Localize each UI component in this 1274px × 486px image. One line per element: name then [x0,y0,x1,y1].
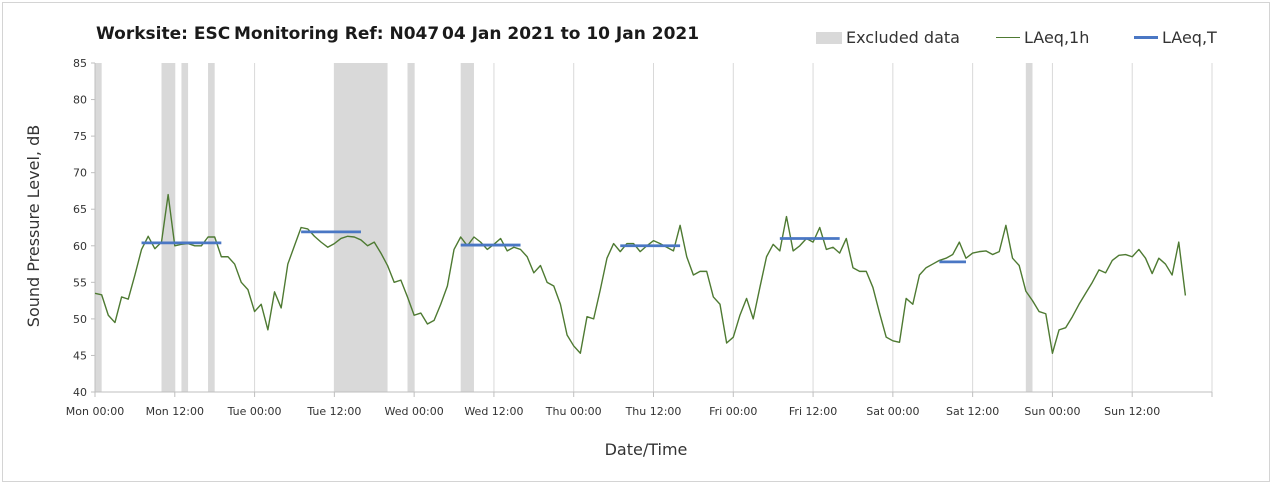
legend-label-laeqt: LAeq,T [1162,28,1217,47]
series-laeq1h [94,193,1187,354]
x-tick-label: Sun 00:00 [1024,405,1080,418]
x-tick-label: Wed 00:00 [385,405,444,418]
chart-title-worksite: Worksite: ESC [96,24,231,44]
x-tick-label: Sat 00:00 [866,405,919,418]
y-axis-title: Sound Pressure Level, dB [24,125,43,327]
excluded-band [95,63,102,392]
excluded-swatch [816,32,842,44]
series-laeqt [141,230,966,264]
x-tick-label: Thu 00:00 [545,405,602,418]
x-axis-title: Date/Time [605,440,688,459]
y-tick-label: 70 [73,167,87,180]
x-tick-label: Thu 12:00 [625,405,682,418]
x-tick-label: Mon 12:00 [146,405,204,418]
x-tick-label: Fri 00:00 [709,405,757,418]
gridlines [94,63,1213,392]
x-tick-label: Sun 12:00 [1104,405,1160,418]
excluded-band [208,63,215,392]
laeqt-swatch [1134,36,1158,39]
excluded-band [334,63,388,392]
y-tick-label: 55 [73,276,87,289]
y-tick-label: 60 [73,240,87,253]
chart-title-monitoring-ref: Monitoring Ref: N047 [234,24,440,44]
excluded-band [161,63,175,392]
excluded-band [1025,63,1033,392]
y-tick-label: 45 [73,349,87,362]
y-tick-label: 65 [73,203,87,216]
excluded-bands [95,63,1033,392]
x-tick-label: Tue 00:00 [227,405,282,418]
x-tick-label: Sat 12:00 [946,405,999,418]
x-tick-label: Fri 12:00 [789,405,837,418]
excluded-band [181,63,189,392]
axes [91,62,1213,397]
x-tick-label: Wed 12:00 [464,405,523,418]
x-tick-label: Tue 12:00 [306,405,361,418]
laeq1h-swatch [996,37,1020,38]
y-tick-label: 75 [73,130,87,143]
legend-label-laeq1h: LAeq,1h [1024,28,1090,47]
y-tick-labels: 40 45 50 55 60 65 70 75 80 85 [73,57,87,399]
y-tick-label: 40 [73,386,87,399]
y-tick-label: 50 [73,313,87,326]
excluded-band [407,63,415,392]
y-tick-label: 85 [73,57,87,70]
laeq1h-line [94,193,1187,354]
legend-label-excluded: Excluded data [846,28,960,47]
x-tick-label: Mon 00:00 [66,405,124,418]
chart-title-date-range: 04 Jan 2021 to 10 Jan 2021 [442,24,700,44]
y-tick-label: 80 [73,94,87,107]
excluded-band [460,63,474,392]
x-tick-labels: Mon 00:00 Mon 12:00 Tue 00:00 Tue 12:00 Wed … [66,405,1160,418]
